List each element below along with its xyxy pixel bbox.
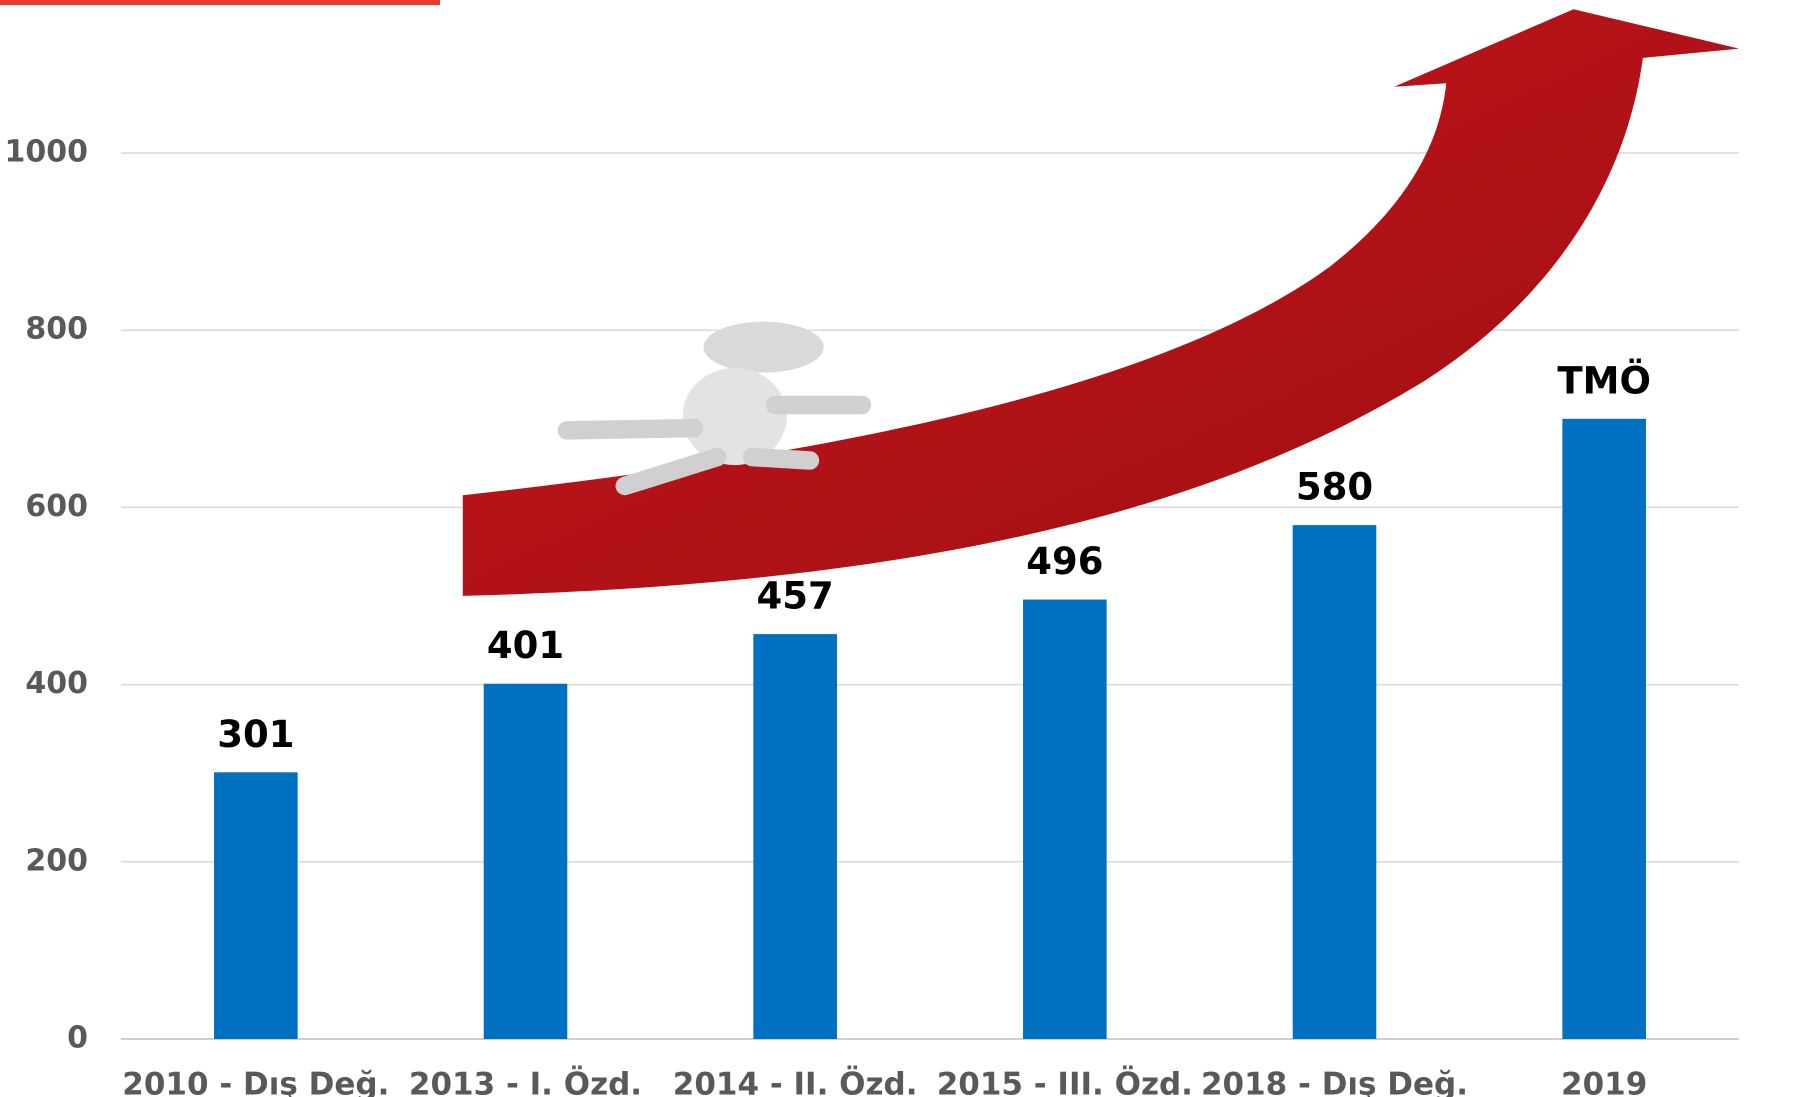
- value-label: 457: [757, 575, 834, 618]
- bar: [483, 683, 568, 1039]
- grid: 0 200 400 600 800 1000: [5, 135, 1739, 1056]
- x-tick-label: 2018 - Dış Değ.: [1201, 1067, 1468, 1097]
- x-tick-label: 2014 - II. Özd.: [673, 1066, 918, 1097]
- value-label: 580: [1296, 466, 1373, 509]
- y-tick-label: 0: [67, 1021, 88, 1056]
- plot: 2010 - Dış Değ. 301 2013 - I. Özd. 401 2014 …: [122, 358, 1651, 1097]
- y-tick-label: 1000: [5, 135, 89, 170]
- value-label: 301: [217, 713, 294, 756]
- bar: [1023, 599, 1107, 1039]
- x-tick-label: 2015 - III. Özd.: [937, 1066, 1193, 1097]
- y-tick-label: 800: [25, 312, 88, 347]
- value-label: 401: [487, 624, 564, 667]
- bar: [753, 634, 837, 1039]
- x-tick-label: 2010 - Dış Değ.: [122, 1067, 389, 1097]
- x-tick-label: 2019: [1561, 1067, 1647, 1097]
- bar: [1292, 525, 1377, 1039]
- bar: [1562, 418, 1646, 1039]
- y-tick-label: 200: [25, 843, 88, 878]
- accent-line: [0, 0, 440, 5]
- value-label: TMÖ: [1557, 358, 1651, 402]
- bar: [214, 772, 298, 1039]
- x-tick-label: 2013 - I. Özd.: [409, 1066, 642, 1097]
- value-label: 496: [1026, 540, 1103, 583]
- y-tick-label: 600: [25, 489, 88, 524]
- y-tick-label: 400: [25, 666, 88, 701]
- arrow-illustration: [462, 9, 1739, 596]
